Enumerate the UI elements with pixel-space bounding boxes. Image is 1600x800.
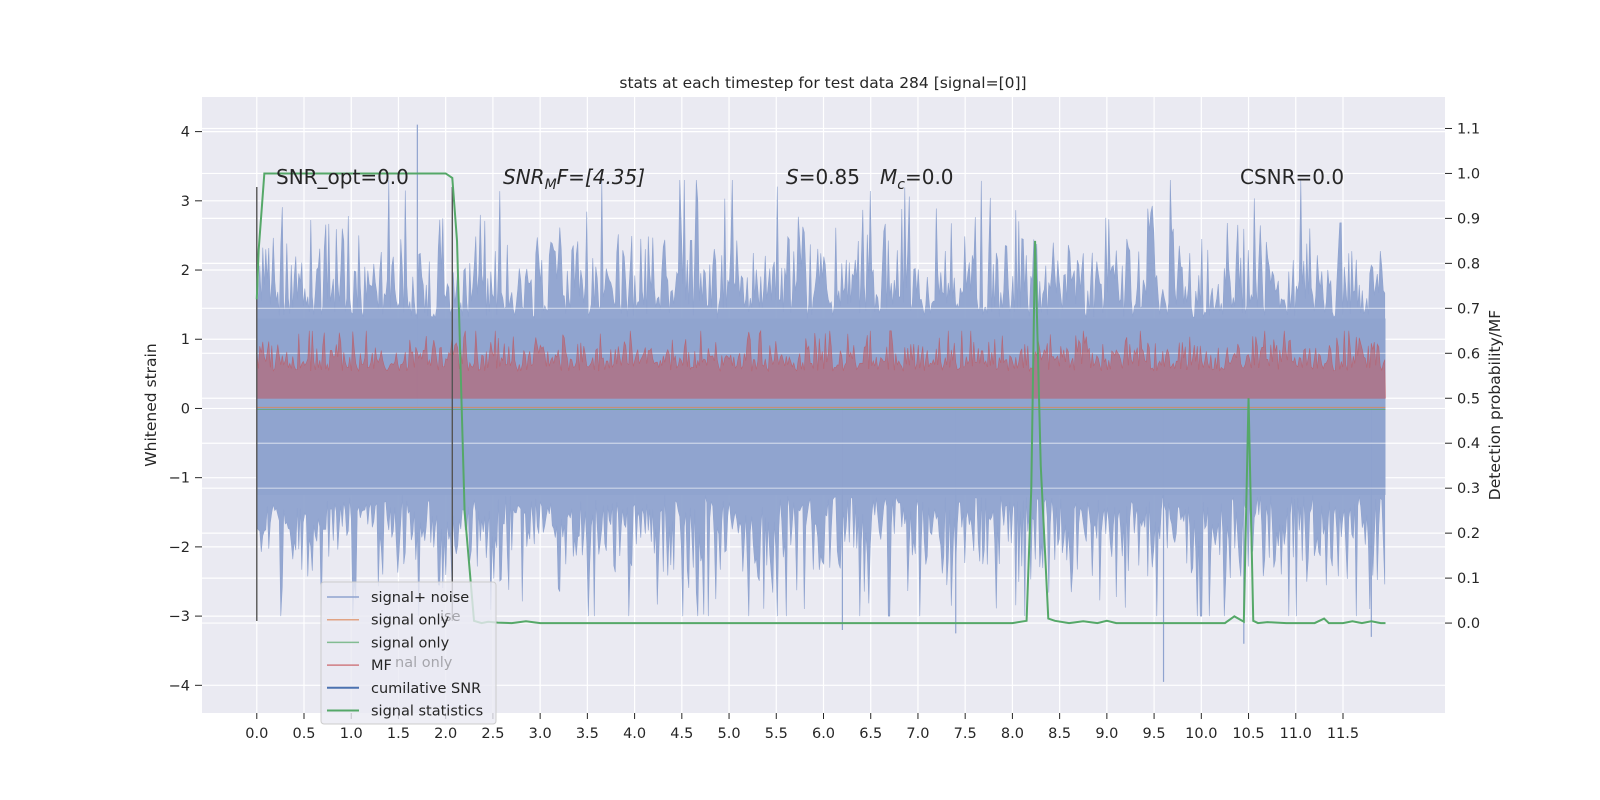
x-tick-label-18: 9.0 xyxy=(1095,726,1118,742)
x-tick-label-23: 11.5 xyxy=(1327,726,1359,742)
x-tick-label-21: 10.5 xyxy=(1232,726,1264,742)
x-tick-label-12: 6.0 xyxy=(812,726,835,742)
right-tick-label-11: 0.0 xyxy=(1457,616,1480,632)
x-ticks: 0.0 0.5 1.0 1.5 2.0 2.5 3.0 3.5 4.0 4.5 5.0 5.5 6.0 6… xyxy=(245,713,1359,742)
x-tick-label-10: 5.0 xyxy=(718,726,741,742)
x-tick-label-4: 2.0 xyxy=(434,726,457,742)
right-axis-label: Detection probability/MF xyxy=(1486,310,1504,501)
left-axis-label: Whitened strain xyxy=(142,343,160,466)
right-y-ticks: 1.1 1.0 0.9 0.8 0.7 0.6 0.5 0.4 0.3 0.2 0.1 0.0 xyxy=(1445,121,1480,632)
left-tick-label-5: −1 xyxy=(169,471,190,487)
chart-title: stats at each timestep for test data 284… xyxy=(619,74,1026,92)
left-tick-label-8: −4 xyxy=(169,678,190,694)
x-tick-label-0: 0.0 xyxy=(245,726,268,742)
x-tick-label-22: 11.0 xyxy=(1280,726,1312,742)
x-tick-label-7: 3.5 xyxy=(576,726,599,742)
right-tick-label-10: 0.1 xyxy=(1457,571,1480,587)
right-tick-label-8: 0.3 xyxy=(1457,481,1480,497)
left-tick-label-0: 4 xyxy=(181,125,190,141)
mc-annotation: Mc=0.0 xyxy=(880,165,954,193)
right-tick-label-6: 0.5 xyxy=(1457,391,1480,407)
right-tick-label-4: 0.7 xyxy=(1457,301,1480,317)
right-tick-label-5: 0.6 xyxy=(1457,346,1480,362)
legend: ise nal only signal+ noise signal only sig… xyxy=(320,581,497,725)
x-tick-label-5: 2.5 xyxy=(481,726,504,742)
legend-label-1: signal only xyxy=(371,613,450,629)
s-annotation: S=0.85 xyxy=(786,165,860,189)
x-tick-label-1: 0.5 xyxy=(292,726,315,742)
csnr-annotation: CSNR=0.0 xyxy=(1240,165,1344,189)
x-tick-label-8: 4.0 xyxy=(623,726,646,742)
left-tick-label-7: −3 xyxy=(169,609,190,625)
x-tick-label-2: 1.0 xyxy=(340,726,363,742)
x-tick-label-6: 3.0 xyxy=(529,726,552,742)
snr-opt-annotation: SNR_opt=0.0 xyxy=(276,165,409,189)
x-tick-label-9: 4.5 xyxy=(670,726,693,742)
vertical-markers xyxy=(256,186,454,621)
legend-label-4: cumilative SNR xyxy=(371,681,481,697)
legend-label-3: MF xyxy=(371,658,392,674)
x-tick-label-13: 6.5 xyxy=(859,726,882,742)
x-tick-label-14: 7.0 xyxy=(906,726,929,742)
right-tick-label-3: 0.8 xyxy=(1457,256,1480,272)
svg-text:ise: ise xyxy=(440,609,461,625)
left-tick-label-3: 1 xyxy=(181,332,190,348)
x-tick-label-17: 8.5 xyxy=(1048,726,1071,742)
right-tick-label-1: 1.0 xyxy=(1457,166,1480,182)
left-tick-label-4: 0 xyxy=(181,401,190,417)
right-tick-label-9: 0.2 xyxy=(1457,526,1480,542)
x-tick-label-11: 5.5 xyxy=(765,726,788,742)
left-tick-label-2: 2 xyxy=(181,263,190,279)
left-tick-label-1: 3 xyxy=(181,194,190,210)
snr-mf-annotation: SNRMF=[4.35] xyxy=(503,165,645,193)
right-tick-label-0: 1.1 xyxy=(1457,121,1480,137)
right-tick-label-7: 0.4 xyxy=(1457,436,1480,452)
signal-statistics-series xyxy=(255,172,1386,625)
legend-label-2: signal only xyxy=(371,635,450,651)
x-tick-label-19: 9.5 xyxy=(1143,726,1166,742)
legend-box xyxy=(320,581,497,725)
mf-series xyxy=(256,329,1386,411)
x-tick-label-16: 8.0 xyxy=(1001,726,1024,742)
left-tick-label-6: −2 xyxy=(169,540,190,556)
left-y-ticks: 4 3 2 1 0 −1 −2 −3 −4 xyxy=(169,125,202,694)
mf-area xyxy=(256,329,1386,399)
x-tick-label-15: 7.5 xyxy=(954,726,977,742)
svg-text:nal only: nal only xyxy=(395,655,453,671)
right-tick-label-2: 0.9 xyxy=(1457,211,1480,227)
signal-statistics-line xyxy=(255,172,1386,625)
legend-label-5: signal statistics xyxy=(371,704,483,720)
x-tick-label-3: 1.5 xyxy=(387,726,410,742)
x-tick-label-20: 10.0 xyxy=(1185,726,1217,742)
legend-label-0: signal+ noise xyxy=(371,590,469,606)
legend-ghost-text: ise nal only xyxy=(395,609,461,671)
